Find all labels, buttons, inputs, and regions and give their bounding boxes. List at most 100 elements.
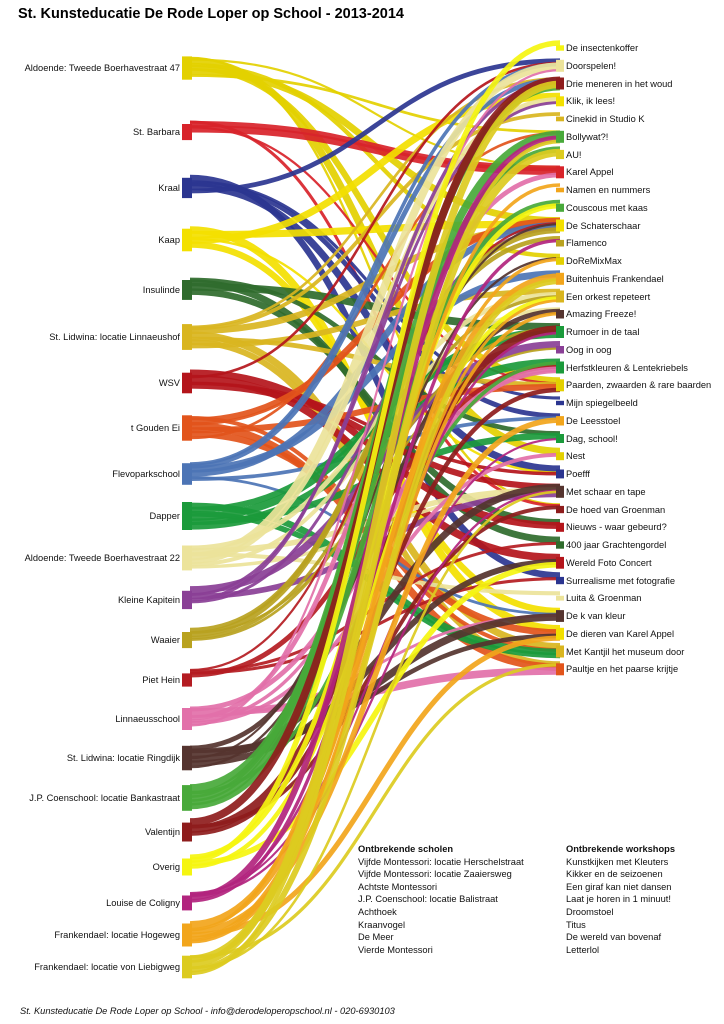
workshop-bar [556, 400, 564, 406]
workshop-label: Paultje en het paarse krijtje [566, 664, 679, 675]
school-label: St. Lidwina: locatie Ringdijk [66, 753, 180, 763]
missing-item: Vijfde Montessori: locatie Zaaiersweg [358, 869, 512, 880]
school-label: Insulinde [142, 285, 180, 295]
school-bar [182, 545, 192, 571]
school-label: J.P. Coenschool: locatie Bankastraat [29, 793, 180, 803]
workshop-label: Amazing Freeze! [566, 309, 637, 320]
workshop-label: Nieuws - waar gebeurd? [566, 522, 667, 533]
workshop-label: Luita & Groenman [566, 593, 642, 604]
workshop-label: AU! [566, 149, 582, 160]
workshop-bar [556, 239, 564, 247]
workshop-bar [556, 610, 564, 622]
school-bar [182, 858, 192, 876]
workshop-bar [556, 556, 564, 569]
school-label: Kraal [158, 183, 180, 193]
workshop-bar [556, 576, 564, 585]
flow-line [189, 199, 561, 810]
workshop-bar [556, 627, 564, 640]
school-bar [182, 280, 192, 300]
school-bar [182, 785, 192, 811]
workshop-label: Cinekid in Studio K [566, 114, 645, 124]
missing-item: J.P. Coenschool: locatie Balistraat [358, 894, 498, 905]
missing-item: Kunstkijken met Kleuters [566, 856, 669, 867]
workshop-bar [556, 452, 564, 461]
workshop-bar [556, 96, 564, 107]
workshop-label: Poefff [566, 469, 590, 479]
school-bar [182, 822, 192, 842]
workshop-bar [556, 595, 564, 601]
workshop-label: De k van kleur [566, 611, 626, 621]
school-bar [182, 324, 192, 350]
workshop-bar [556, 505, 564, 514]
flow-line [189, 489, 561, 897]
workshop-label: Couscous met kaas [566, 202, 648, 213]
missing-item: De wereld van bovenaf [566, 932, 662, 943]
missing-item: Vierde Montessori [358, 944, 433, 955]
workshop-label: De Schaterschaar [566, 220, 641, 231]
workshop-label: De Leesstoel [566, 415, 621, 426]
workshop-label: Flamenco [566, 238, 607, 249]
flow-line [189, 257, 561, 940]
flow-line [189, 223, 561, 760]
workshop-bar [556, 290, 564, 303]
workshop-bar [556, 469, 564, 479]
school-bar [182, 955, 192, 979]
workshop-label: Met Kantjil het museum door [566, 646, 685, 657]
flow-line [189, 69, 561, 727]
flow-line [189, 438, 561, 895]
school-label: St. Lidwina: locatie Linnaeushof [49, 332, 180, 342]
workshop-bar [556, 166, 564, 179]
school-bar [182, 372, 192, 394]
workshop-bar [556, 346, 564, 354]
school-label: Aldoende: Tweede Boerhavestraat 22 [24, 553, 180, 563]
school-label: Louise de Coligny [106, 898, 180, 908]
missing-item: Achthoek [358, 906, 397, 917]
missing-item: Achtste Montessori [358, 881, 438, 892]
workshop-bar [556, 434, 564, 443]
flow-line [189, 58, 561, 194]
workshop-bar [556, 203, 564, 212]
school-label: Frankendael: locatie Hogeweg [54, 930, 180, 940]
flow-line [189, 80, 561, 968]
school-bar [182, 415, 192, 441]
workshop-label: Rumoer in de taal [566, 327, 640, 337]
school-bar [182, 632, 192, 649]
school-label: WSV [158, 378, 180, 388]
workshop-label: Herfstkleuren & Lentekriebels [566, 362, 688, 373]
workshop-bar [556, 219, 564, 232]
missing-schools-heading: Ontbrekende scholen [358, 844, 454, 854]
workshop-bars [556, 45, 564, 676]
workshop-label: Oog in oog [566, 344, 612, 355]
school-label: Valentijn [145, 827, 180, 837]
school-label: Waaier [150, 635, 180, 645]
school-label: Kaap [158, 235, 180, 245]
school-label: Dapper [149, 511, 181, 521]
workshop-label: Klik, ik lees! [566, 96, 616, 107]
workshop-label: Wereld Foto Concert [566, 557, 652, 568]
workshop-bar [556, 130, 564, 143]
flow-line [189, 77, 561, 469]
workshop-label: Buitenhuis Frankendael [566, 273, 664, 284]
workshop-label: DoReMixMax [566, 256, 622, 266]
workshop-label: Namen en nummers [566, 185, 651, 195]
school-bar [182, 177, 192, 199]
workshop-bar [556, 77, 564, 90]
workshop-bar [556, 116, 564, 122]
flow-line [189, 296, 561, 869]
workshop-label: Surrealisme met fotografie [566, 575, 676, 586]
workshop-bar [556, 326, 564, 338]
workshop-bar [556, 187, 564, 193]
workshop-bar [556, 59, 564, 72]
flow-line [189, 561, 561, 867]
workshop-label: Doorspelen! [566, 60, 617, 71]
missing-item: Laat je horen in 1 minuut! [566, 894, 671, 905]
workshop-bar [556, 310, 564, 319]
flow-line [189, 80, 561, 602]
missing-item: Vijfde Montessori: locatie Herschelstraa… [358, 856, 524, 867]
school-label: Frankendael: locatie von Liebigweg [34, 962, 180, 972]
school-label: t Gouden Ei [130, 423, 180, 433]
workshop-bar [556, 361, 564, 374]
school-bar [182, 923, 192, 947]
workshop-label: Dag, school! [566, 433, 618, 444]
school-bars [182, 56, 192, 979]
